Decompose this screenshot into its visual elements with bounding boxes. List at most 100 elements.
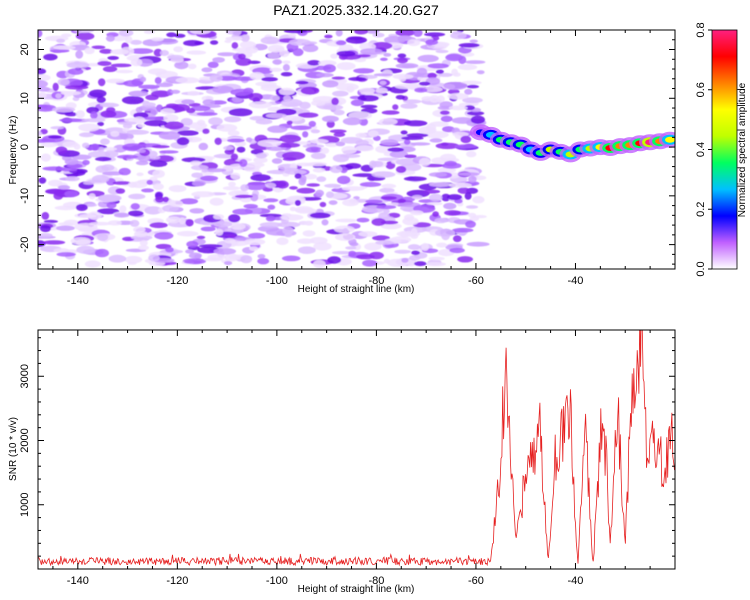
noise-blob [306, 162, 328, 167]
noise-blob [340, 137, 363, 144]
noise-blob [95, 156, 112, 162]
noise-blob [337, 175, 351, 185]
noise-blob [154, 232, 174, 240]
noise-blob [304, 220, 314, 226]
noise-blob [468, 212, 477, 218]
noise-blob [188, 252, 202, 259]
noise-blob [152, 169, 165, 178]
noise-blob [289, 186, 298, 190]
noise-blob [348, 111, 372, 120]
noise-blob [248, 101, 273, 109]
noise-blob [89, 221, 112, 226]
noise-blob [428, 256, 445, 261]
noise-blob [192, 180, 206, 187]
noise-blob [289, 206, 297, 212]
noise-blob [175, 77, 200, 84]
noise-blob [335, 141, 346, 147]
noise-blob [403, 99, 422, 104]
noise-blob [137, 123, 146, 128]
noise-blob [411, 250, 420, 256]
snr-xtick-label: -80 [368, 575, 384, 587]
noise-blob [257, 139, 282, 147]
noise-blob [188, 122, 208, 129]
colorbar-tick-label: 0.0 [695, 261, 707, 276]
spectrogram-xtick-label: -60 [468, 275, 484, 287]
noise-blob [300, 86, 320, 95]
noise-blob [276, 142, 301, 148]
colorbar-ticks: 0.0 0.2 0.4 0.6 0.8 [695, 22, 712, 277]
noise-blob [288, 33, 297, 37]
noise-blob [88, 193, 96, 200]
noise-blob [143, 120, 168, 127]
noise-blob [118, 121, 137, 125]
noise-blob [383, 258, 391, 264]
noise-blob [200, 175, 219, 182]
noise-blob [360, 104, 378, 109]
noise-blob [166, 216, 181, 224]
noise-blob [443, 81, 468, 90]
noise-blob [191, 172, 203, 178]
noise-blob [121, 96, 144, 105]
noise-blob [189, 30, 212, 35]
noise-blob [149, 176, 158, 182]
noise-blob [338, 44, 354, 52]
noise-blob [243, 204, 258, 209]
noise-blob [407, 39, 421, 47]
noise-blob [429, 95, 440, 103]
noise-blob [395, 30, 415, 37]
noise-blob [38, 104, 57, 112]
noise-blob [379, 187, 395, 193]
noise-blob [384, 36, 406, 44]
noise-blob [294, 173, 302, 179]
noise-blob [131, 235, 153, 241]
noise-blob [209, 74, 223, 82]
noise-blob [267, 125, 288, 133]
noise-blob [55, 93, 62, 99]
noise-blob [118, 30, 134, 37]
noise-blob [159, 150, 179, 154]
noise-blob [224, 261, 233, 266]
noise-blob [398, 75, 407, 82]
noise-blob [144, 206, 162, 215]
noise-blob [56, 225, 75, 231]
noise-blob [216, 124, 238, 132]
noise-blob [201, 168, 209, 173]
noise-blob [38, 86, 51, 92]
noise-blob [245, 182, 267, 191]
noise-blob [356, 254, 375, 260]
noise-blob [464, 192, 472, 200]
noise-blob [335, 218, 358, 223]
noise-blob [187, 90, 200, 96]
noise-blob [249, 72, 265, 80]
noise-blob [196, 112, 218, 116]
noise-blob [355, 132, 368, 138]
noise-blob [236, 146, 246, 153]
noise-blob [307, 60, 321, 66]
noise-blob [56, 252, 76, 257]
noise-blob [335, 30, 343, 37]
noise-blob [443, 202, 457, 210]
noise-blob [174, 33, 186, 38]
noise-blob [457, 256, 473, 263]
noise-blob [435, 49, 449, 54]
noise-blob [57, 185, 71, 190]
noise-blob [284, 167, 299, 172]
noise-blob [176, 230, 199, 237]
noise-blob [228, 108, 253, 117]
noise-blob [346, 85, 355, 93]
noise-blob [75, 50, 84, 59]
noise-blob [101, 164, 115, 171]
noise-blob [305, 146, 323, 153]
noise-blob [341, 146, 357, 154]
noise-blob [234, 194, 253, 199]
noise-blob [128, 193, 146, 200]
noise-blob [470, 115, 485, 124]
noise-blob [460, 135, 472, 144]
noise-blob [209, 197, 224, 206]
noise-blobs [38, 30, 490, 269]
noise-blob [452, 31, 462, 35]
noise-blob [167, 54, 185, 60]
noise-blob [53, 45, 76, 50]
noise-blob [130, 58, 143, 67]
